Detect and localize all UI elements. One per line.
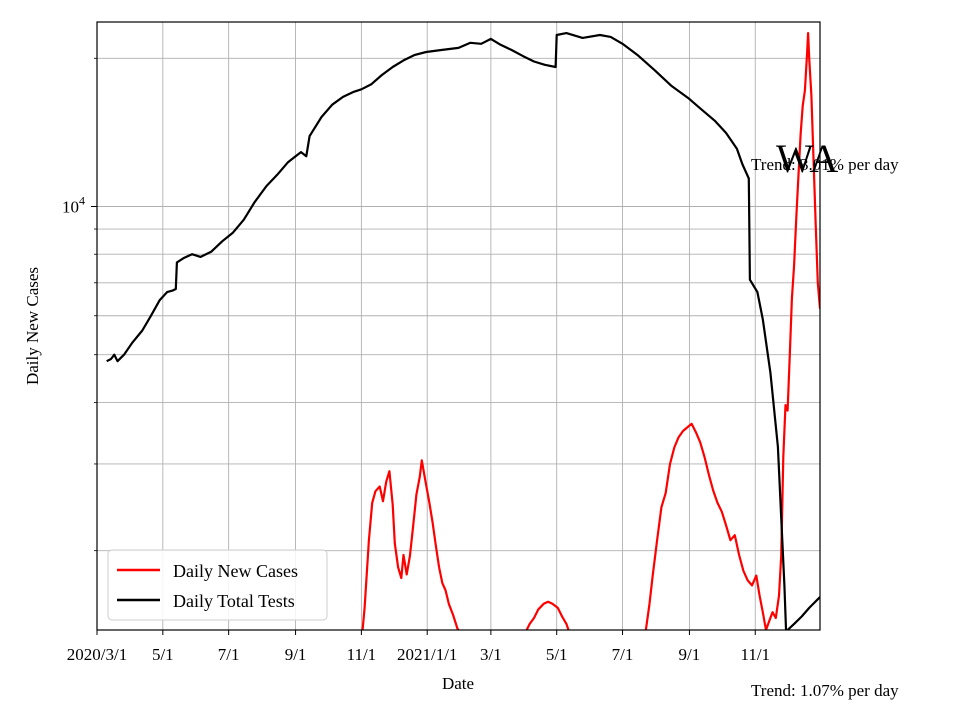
x-tick-label: 5/1 (546, 645, 568, 664)
x-tick-label: 9/1 (285, 645, 307, 664)
x-axis-label: Date (442, 674, 474, 693)
axis-ticks: 2020/3/1 5/1 7/1 9/1 11/1 2021/1/1 3/1 5/1 7/1 9/… (62, 57, 770, 664)
x-tick-label: 9/1 (679, 645, 701, 664)
y-tick-label: 104 (62, 194, 85, 217)
legend-label-daily-total-tests: Daily Total Tests (173, 591, 295, 611)
x-tick-label: 2021/1/1 (397, 645, 457, 664)
series-line-daily-total-tests (106, 32, 788, 630)
plot-frame (96, 21, 821, 631)
series-lines (106, 32, 820, 630)
chart-title: WA (776, 136, 838, 181)
x-tick-label: 5/1 (152, 645, 174, 664)
x-tick-label: 7/1 (612, 645, 634, 664)
trend-annotation-lower: Trend: 1.07% per day (751, 681, 899, 700)
series-line-daily-new-cases (361, 32, 820, 630)
y-axis-label: Daily New Cases (23, 267, 42, 385)
x-tick-label: 7/1 (218, 645, 240, 664)
legend: Daily New Cases Daily Total Tests (107, 549, 328, 621)
grid-lines (96, 22, 820, 630)
trend-annotation-upper: Trend: 3.01% per day (751, 155, 899, 174)
x-tick-label: 11/1 (347, 645, 377, 664)
legend-label-daily-new-cases: Daily New Cases (173, 561, 298, 581)
x-tick-label: 3/1 (480, 645, 502, 664)
series-line-trend (786, 596, 820, 630)
x-tick-label: 11/1 (740, 645, 770, 664)
legend-box (107, 549, 328, 621)
x-tick-label: 2020/3/1 (67, 645, 127, 664)
